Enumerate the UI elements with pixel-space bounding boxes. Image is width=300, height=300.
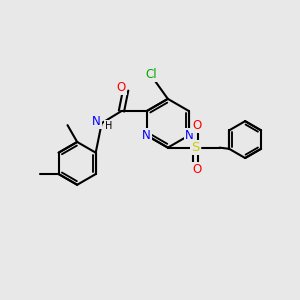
Text: N: N: [142, 129, 151, 142]
Text: N: N: [92, 115, 101, 128]
Text: O: O: [192, 119, 201, 132]
Text: O: O: [192, 164, 201, 176]
Text: S: S: [191, 141, 200, 154]
Text: H: H: [104, 121, 112, 131]
Text: O: O: [117, 81, 126, 94]
Text: Cl: Cl: [146, 68, 158, 81]
Text: N: N: [184, 129, 193, 142]
